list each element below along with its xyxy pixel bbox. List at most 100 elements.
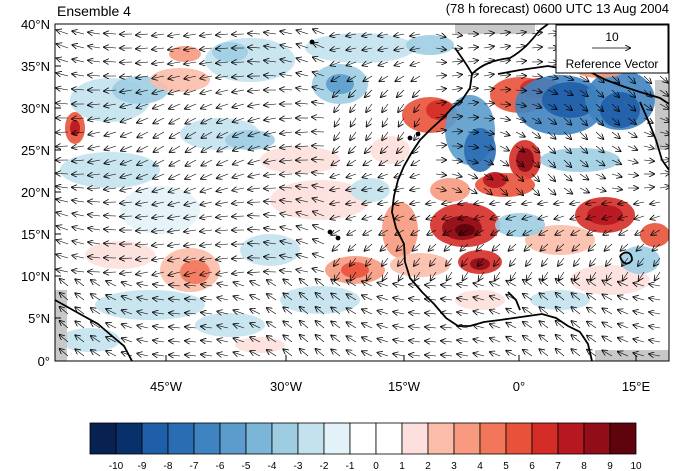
wind-vector — [264, 118, 277, 120]
wind-vector — [427, 229, 437, 235]
colorbar-label: -7 — [190, 461, 199, 471]
wind-vector — [330, 202, 341, 204]
wind-vector — [579, 188, 589, 193]
wind-vector — [234, 352, 245, 356]
wind-vector — [627, 174, 638, 175]
wind-vector — [264, 242, 277, 244]
wind-vector — [201, 312, 213, 314]
wind-vector — [394, 48, 405, 50]
wind-vector — [563, 76, 573, 80]
wind-vector — [506, 323, 517, 329]
wind-vector — [72, 241, 85, 244]
coastline-mediterranean — [497, 65, 669, 105]
wind-vector — [217, 339, 229, 342]
wind-vector — [425, 355, 437, 356]
wind-vector — [531, 131, 540, 138]
wind-vector — [280, 132, 293, 134]
wind-vector — [409, 327, 421, 329]
wind-vector — [393, 354, 405, 356]
wind-vector — [499, 146, 509, 151]
wind-vector — [347, 62, 357, 66]
wind-vector — [409, 355, 421, 357]
wind-vector — [232, 272, 245, 274]
anomaly-patch — [95, 290, 205, 320]
wind-vector — [380, 75, 389, 81]
wind-vector — [121, 145, 133, 151]
wind-vector — [234, 296, 245, 300]
wind-vector — [168, 258, 181, 260]
anomaly-patch — [530, 290, 590, 310]
wind-vector — [106, 337, 117, 343]
wind-vector — [201, 159, 213, 166]
wind-vector — [602, 323, 613, 329]
wind-vector — [185, 355, 197, 356]
wind-vector — [250, 323, 261, 329]
wind-vector — [250, 295, 261, 301]
wind-vector — [547, 103, 557, 109]
wind-vector — [382, 131, 389, 140]
wind-vector — [334, 131, 341, 140]
wind-vector — [248, 243, 261, 244]
wind-vector — [523, 336, 533, 343]
wind-vector — [556, 335, 565, 343]
wind-vector — [153, 188, 165, 192]
wind-vector — [313, 212, 325, 217]
wind-vector — [457, 312, 469, 314]
wind-vector — [473, 353, 485, 356]
lat-label-10n: 10°N — [21, 269, 50, 284]
wind-vector — [457, 284, 469, 286]
anomaly-patch — [60, 152, 160, 188]
colorbar-label: 1 — [399, 461, 405, 471]
wind-vector — [316, 279, 325, 287]
wind-vector — [522, 202, 533, 204]
colorbar-label: 4 — [477, 461, 483, 471]
wind-vector — [483, 33, 494, 34]
wind-vector — [346, 48, 357, 50]
wind-vector — [154, 145, 165, 152]
wind-vector — [378, 48, 389, 50]
wind-vector — [398, 131, 405, 140]
wind-vector — [595, 174, 605, 178]
wind-vector — [137, 297, 149, 300]
wind-vector — [347, 229, 357, 235]
colorbar-box — [375, 422, 403, 455]
wind-vector — [232, 104, 245, 107]
wind-vector — [473, 339, 485, 342]
wind-vector — [362, 337, 373, 343]
wind-vector — [57, 44, 69, 48]
wind-vector — [75, 349, 85, 357]
wind-vector — [169, 117, 181, 124]
wind-vector — [557, 243, 565, 251]
wind-vector — [467, 60, 478, 62]
wind-vector — [331, 62, 341, 66]
wind-vector — [539, 321, 549, 329]
wind-vector — [451, 34, 462, 36]
anomaly-patch — [350, 178, 390, 202]
wind-vector — [185, 117, 197, 124]
colorbar-label: -2 — [320, 461, 329, 471]
wind-vector — [634, 202, 645, 204]
wind-vector — [507, 216, 517, 219]
wind-vector — [659, 89, 668, 96]
wind-vector — [412, 75, 421, 81]
colorbar-label: 9 — [607, 461, 613, 471]
wind-vector — [88, 160, 101, 162]
wind-vector — [538, 202, 549, 204]
wind-vector — [643, 160, 654, 161]
wind-vector — [72, 160, 85, 161]
wind-vector — [264, 132, 277, 135]
wind-vector — [659, 173, 669, 174]
wind-vector — [427, 216, 437, 219]
anomaly-patch — [225, 130, 275, 150]
wind-vector — [507, 229, 517, 235]
wind-vector — [106, 281, 117, 287]
wind-vector — [475, 229, 485, 235]
wind-vector — [659, 132, 669, 134]
wind-vector — [104, 243, 117, 244]
wind-vector — [200, 230, 213, 232]
wind-vector — [334, 103, 341, 112]
wind-vector — [184, 34, 197, 36]
wind-vector — [602, 202, 613, 204]
wind-vector — [217, 174, 229, 178]
